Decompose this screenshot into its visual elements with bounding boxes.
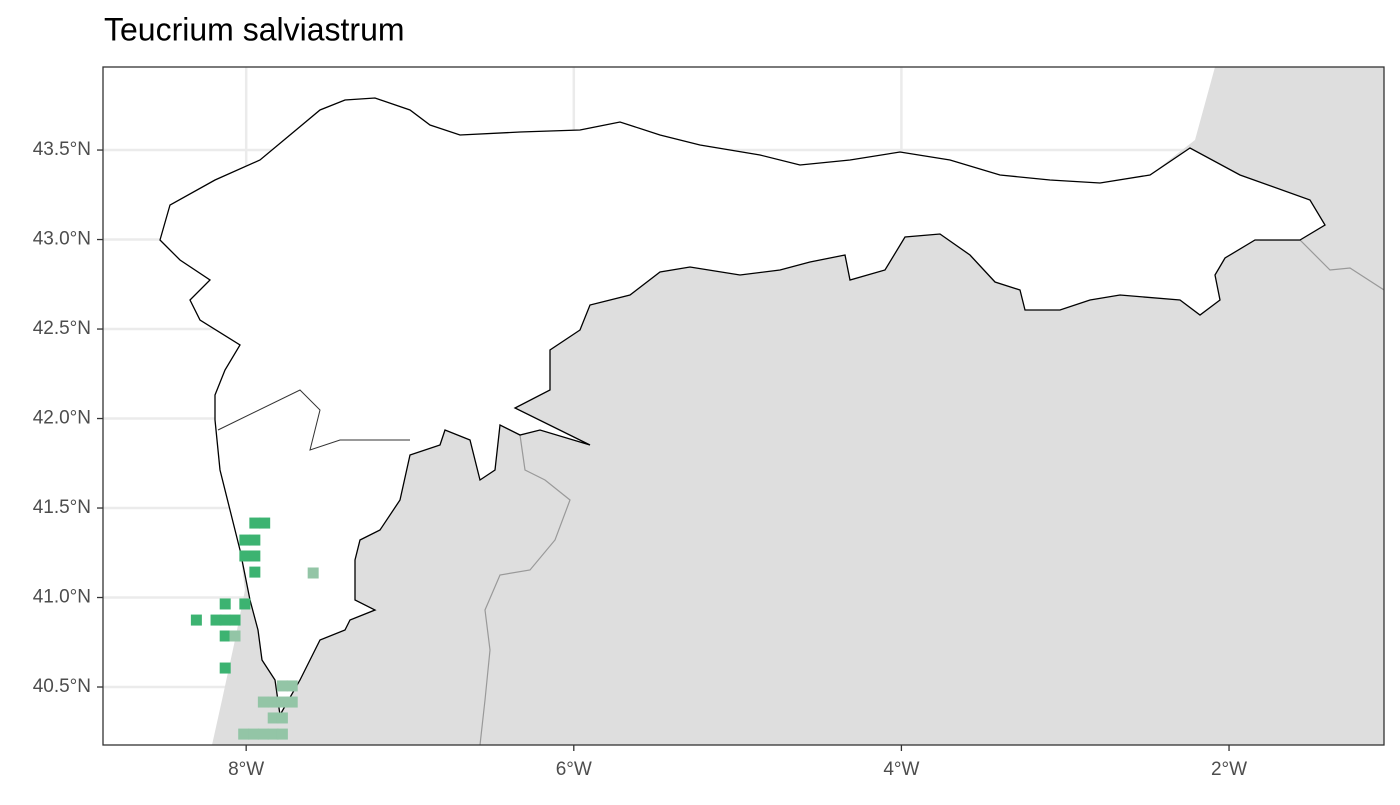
occurrence-cell — [276, 696, 288, 708]
panel-border — [102, 66, 1385, 746]
occurrence-cell — [190, 614, 202, 626]
occurrence-cell — [257, 728, 269, 740]
occurrence-cell — [286, 680, 298, 692]
occurrence-cell — [267, 696, 279, 708]
occurrence-cell — [229, 630, 241, 642]
occurrence-cell — [210, 614, 222, 626]
x-tick-label: 4°W — [883, 759, 919, 780]
occurrence-cell — [219, 662, 231, 674]
occurrence-cell — [248, 728, 260, 740]
occurrence-cell — [307, 567, 319, 579]
occurrence-cell — [267, 712, 279, 724]
occurrence-cell — [219, 614, 231, 626]
occurrence-cell — [267, 728, 279, 740]
y-tick-label: 40.5°N — [33, 676, 91, 697]
occurrence-cell — [249, 534, 261, 546]
x-tick-label: 6°W — [556, 759, 592, 780]
occurrence-cell — [239, 598, 251, 610]
occurrence-cell — [249, 566, 261, 578]
occurrences — [190, 517, 319, 740]
map — [159, 67, 1384, 745]
occurrence-cell — [219, 598, 231, 610]
occurrence-cell — [229, 614, 241, 626]
y-tick-label: 41.0°N — [33, 587, 91, 608]
occurrence-cell — [249, 517, 261, 529]
chart-title: Teucrium salviastrum — [104, 11, 405, 47]
occurrence-cell — [238, 728, 250, 740]
occurrence-cell — [249, 550, 261, 562]
x-tick-label: 8°W — [228, 759, 264, 780]
x-tick-label: 2°W — [1211, 759, 1247, 780]
occurrence-cell — [257, 696, 269, 708]
occurrence-cell — [276, 712, 288, 724]
y-tick-label: 41.5°N — [33, 497, 91, 518]
y-tick-label: 43.0°N — [33, 229, 91, 250]
study-region — [159, 97, 1326, 717]
occurrence-cell — [276, 680, 288, 692]
y-tick-label: 43.5°N — [33, 139, 91, 160]
occurrence-cell — [219, 630, 231, 642]
y-tick-label: 42.0°N — [33, 408, 91, 429]
occurrence-cell — [276, 728, 288, 740]
occurrence-cell — [239, 534, 251, 546]
internal-border — [217, 389, 410, 451]
occurrence-cell — [259, 517, 271, 529]
y-tick-label: 42.5°N — [33, 318, 91, 339]
occurrence-cell — [286, 696, 298, 708]
occurrence-cell — [239, 550, 251, 562]
